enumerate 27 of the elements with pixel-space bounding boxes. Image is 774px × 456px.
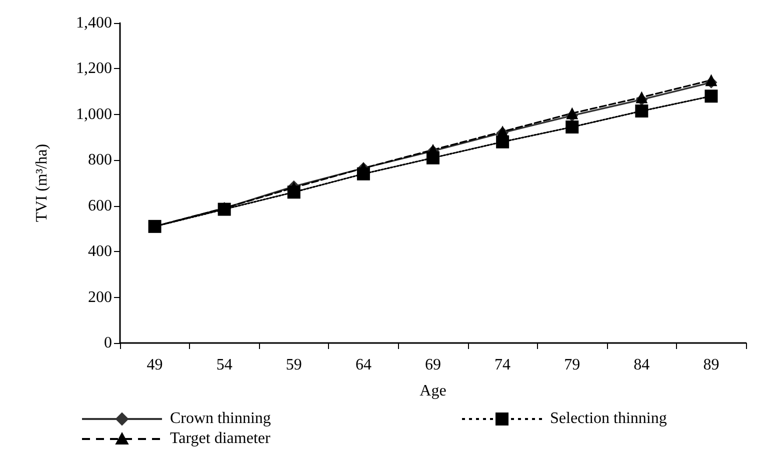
legend-label: Crown thinning	[170, 410, 271, 428]
point	[566, 120, 579, 134]
x-tick-label: 54	[216, 356, 232, 374]
point	[636, 91, 648, 104]
legend-label: Target diameter	[170, 430, 270, 448]
x-tick-label: 69	[425, 356, 441, 374]
point	[635, 104, 648, 118]
x-tick-label: 64	[355, 356, 372, 374]
y-tick-label: 800	[88, 152, 112, 169]
y-tick-label: 200	[88, 288, 112, 306]
y-tick-label: 0	[104, 334, 112, 352]
y-tick-label: 600	[88, 197, 112, 214]
x-tick-label: 49	[146, 356, 163, 374]
y-axis-title: TVI (m³/ha)	[34, 144, 50, 222]
x-tick-label: 59	[286, 356, 302, 374]
y-tick-label: 400	[88, 243, 112, 260]
y-tick-label: 1,200	[76, 60, 112, 78]
y-tick-label: 1,400	[76, 14, 112, 32]
point	[566, 107, 578, 120]
point	[704, 90, 718, 103]
x-tick-label: 79	[564, 356, 580, 374]
x-tick-label: 84	[634, 356, 650, 374]
x-axis-title: Age	[420, 382, 446, 400]
y-tick-label: 1,000	[76, 106, 112, 123]
x-tick-label: 89	[703, 356, 720, 374]
x-tick-label: 74	[494, 356, 511, 374]
legend-label: Selection thinning	[550, 410, 667, 428]
